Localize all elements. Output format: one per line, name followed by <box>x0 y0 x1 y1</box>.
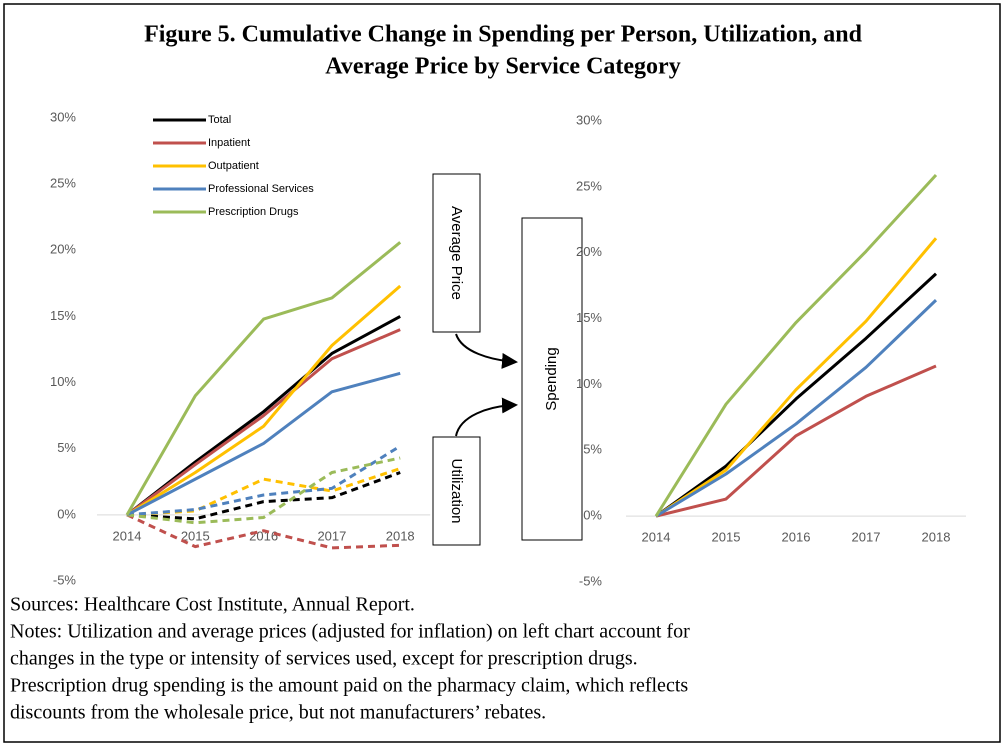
y-tick-label: 10% <box>50 374 76 389</box>
line <box>655 364 937 518</box>
box-label: Utilization <box>448 458 465 523</box>
y-tick-label: 20% <box>576 244 602 259</box>
line <box>126 284 402 517</box>
box <box>432 436 481 546</box>
legend-label: Professional Services <box>208 183 314 195</box>
y-tick-label: 20% <box>50 242 76 257</box>
title-line: Average Price by Service Category <box>325 54 680 80</box>
legend-label: Outpatient <box>208 160 259 172</box>
arrow <box>455 397 518 437</box>
box-label: Spending <box>543 347 560 410</box>
line <box>654 173 938 517</box>
box <box>432 173 481 333</box>
y-tick-label: 0% <box>583 508 602 523</box>
legend-label: Total <box>208 114 231 126</box>
line <box>655 272 938 518</box>
sources: Sources: Healthcare Cost Institute, Annu… <box>10 594 415 616</box>
x-tick-label: 2014 <box>642 530 671 545</box>
title-line: Figure 5. Cumulative Change in Spending … <box>144 22 863 48</box>
y-tick-label: 25% <box>576 178 602 193</box>
x-tick-label: 2014 <box>113 528 142 543</box>
box-label: Average Price <box>448 206 465 300</box>
dashed-line <box>126 456 401 525</box>
y-tick-label: 5% <box>57 440 76 455</box>
note-line: Prescription drug spending is the amount… <box>10 675 688 697</box>
dashed-line <box>126 471 401 521</box>
y-tick-label: 0% <box>57 506 76 521</box>
line <box>655 299 938 518</box>
x-tick-label: 2017 <box>317 528 346 543</box>
y-tick-label: -5% <box>579 573 603 588</box>
dashed-line <box>126 467 401 517</box>
frame <box>3 3 1001 743</box>
y-tick-label: 25% <box>50 176 76 191</box>
box <box>521 217 583 541</box>
legend-label: Prescription Drugs <box>208 206 299 218</box>
x-tick-label: 2015 <box>712 530 741 545</box>
x-tick-label: 2015 <box>181 528 210 543</box>
line <box>126 328 401 517</box>
x-tick-label: 2016 <box>782 530 811 545</box>
line <box>125 241 402 516</box>
line <box>126 371 401 517</box>
x-tick-label: 2017 <box>852 530 881 545</box>
note-line: Notes: Utilization and average prices (a… <box>10 621 690 643</box>
note-line: discounts from the wholesale price, but … <box>10 702 546 724</box>
x-tick-label: 2018 <box>386 528 415 543</box>
dashed-line <box>126 513 401 550</box>
legend-label: Inpatient <box>208 137 250 149</box>
note-line: changes in the type or intensity of serv… <box>10 648 638 670</box>
y-tick-label: 15% <box>576 310 602 325</box>
y-tick-label: 30% <box>576 112 602 127</box>
y-tick-label: 5% <box>583 442 602 457</box>
y-tick-label: 30% <box>50 109 76 124</box>
y-tick-label: -5% <box>53 572 77 587</box>
y-tick-label: 15% <box>50 308 76 323</box>
arrow <box>455 333 518 369</box>
x-tick-label: 2018 <box>922 530 951 545</box>
line <box>655 237 938 518</box>
dashed-line <box>126 444 401 517</box>
y-tick-label: 10% <box>576 376 602 391</box>
